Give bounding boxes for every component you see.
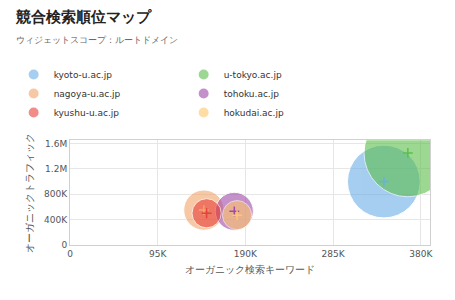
svg-text:ウィジェットスコープ：ルートドメイン: ウィジェットスコープ：ルートドメイン — [16, 35, 178, 45]
svg-text:tohoku.ac.jp: tohoku.ac.jp — [224, 89, 280, 99]
svg-text:0: 0 — [67, 249, 73, 259]
svg-text:オーガニックトラフィック: オーガニックトラフィック — [24, 133, 35, 253]
svg-text:オーガニック検索キーワード: オーガニック検索キーワード — [185, 264, 315, 275]
svg-text:0: 0 — [61, 240, 67, 250]
svg-text:190K: 190K — [234, 249, 258, 259]
svg-text:380K: 380K — [409, 249, 433, 259]
svg-text:kyoto-u.ac.jp: kyoto-u.ac.jp — [54, 70, 113, 80]
svg-text:nagoya-u.ac.jp: nagoya-u.ac.jp — [54, 89, 121, 99]
svg-text:1.6M: 1.6M — [45, 139, 67, 149]
svg-text:800K: 800K — [44, 189, 68, 199]
svg-text:400K: 400K — [44, 215, 68, 225]
svg-text:kyushu-u.ac.jp: kyushu-u.ac.jp — [54, 108, 120, 118]
svg-text:95K: 95K — [149, 249, 167, 259]
svg-text:u-tokyo.ac.jp: u-tokyo.ac.jp — [224, 70, 282, 80]
svg-text:hokudai.ac.jp: hokudai.ac.jp — [224, 108, 284, 118]
svg-text:競合検索順位マップ: 競合検索順位マップ — [15, 8, 152, 26]
svg-text:285K: 285K — [322, 249, 346, 259]
svg-text:1.2M: 1.2M — [45, 164, 67, 174]
